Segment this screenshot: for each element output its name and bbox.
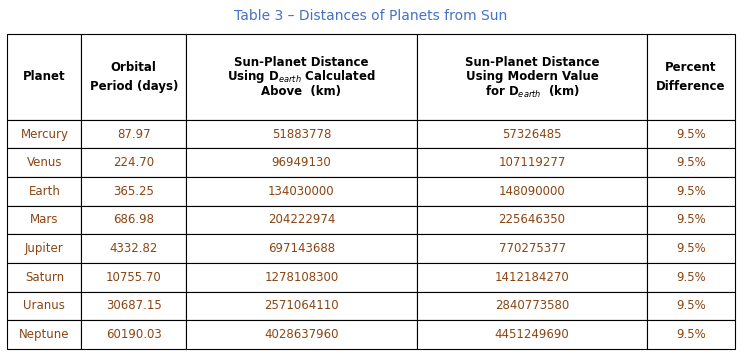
Bar xyxy=(417,34,648,120)
Text: 2571064110: 2571064110 xyxy=(264,299,338,313)
Text: 60190.03: 60190.03 xyxy=(106,328,162,341)
Bar xyxy=(7,234,82,263)
Text: 697143688: 697143688 xyxy=(268,242,335,255)
Bar xyxy=(82,120,186,148)
Bar xyxy=(648,34,735,120)
Bar xyxy=(82,263,186,292)
Bar xyxy=(186,206,417,234)
Bar xyxy=(648,148,735,177)
Bar xyxy=(417,263,648,292)
Bar xyxy=(417,320,648,349)
Text: 9.5%: 9.5% xyxy=(676,185,706,198)
Bar xyxy=(82,292,186,320)
Text: Using D$_{earth}$ Calculated: Using D$_{earth}$ Calculated xyxy=(227,68,375,85)
Text: 2840773580: 2840773580 xyxy=(495,299,569,313)
Bar xyxy=(186,120,417,148)
Text: 9.5%: 9.5% xyxy=(676,214,706,226)
Text: Mars: Mars xyxy=(30,214,59,226)
Text: Saturn: Saturn xyxy=(25,271,64,284)
Bar xyxy=(7,34,82,120)
Bar xyxy=(7,206,82,234)
Text: 134030000: 134030000 xyxy=(268,185,335,198)
Text: Earth: Earth xyxy=(28,185,60,198)
Bar xyxy=(417,234,648,263)
Text: Planet: Planet xyxy=(23,70,66,83)
Text: 4332.82: 4332.82 xyxy=(110,242,158,255)
Text: 1412184270: 1412184270 xyxy=(495,271,569,284)
Text: 4028637960: 4028637960 xyxy=(264,328,338,341)
Bar xyxy=(82,34,186,120)
Text: 9.5%: 9.5% xyxy=(676,127,706,141)
Text: Period (days): Period (days) xyxy=(90,80,178,93)
Bar xyxy=(417,177,648,206)
Text: 30687.15: 30687.15 xyxy=(106,299,162,313)
Bar xyxy=(82,148,186,177)
Text: 225646350: 225646350 xyxy=(499,214,565,226)
Text: 9.5%: 9.5% xyxy=(676,242,706,255)
Bar xyxy=(186,177,417,206)
Bar xyxy=(648,177,735,206)
Bar xyxy=(648,206,735,234)
Text: 4451249690: 4451249690 xyxy=(495,328,569,341)
Bar xyxy=(648,292,735,320)
Text: Neptune: Neptune xyxy=(19,328,70,341)
Text: Sun-Planet Distance: Sun-Planet Distance xyxy=(464,56,600,69)
Text: 204222974: 204222974 xyxy=(268,214,335,226)
Text: 87.97: 87.97 xyxy=(117,127,151,141)
Text: 96949130: 96949130 xyxy=(272,156,331,169)
Bar xyxy=(7,263,82,292)
Bar xyxy=(186,234,417,263)
Bar xyxy=(7,292,82,320)
Text: Table 3 – Distances of Planets from Sun: Table 3 – Distances of Planets from Sun xyxy=(234,9,508,23)
Text: 9.5%: 9.5% xyxy=(676,328,706,341)
Text: Difference: Difference xyxy=(656,80,726,93)
Bar xyxy=(186,320,417,349)
Bar xyxy=(7,120,82,148)
Text: 365.25: 365.25 xyxy=(114,185,154,198)
Bar xyxy=(82,206,186,234)
Bar xyxy=(648,320,735,349)
Text: Mercury: Mercury xyxy=(21,127,68,141)
Bar xyxy=(417,148,648,177)
Bar xyxy=(417,120,648,148)
Bar xyxy=(417,292,648,320)
Text: 1278108300: 1278108300 xyxy=(264,271,338,284)
Text: Sun-Planet Distance: Sun-Planet Distance xyxy=(234,56,369,69)
Text: 9.5%: 9.5% xyxy=(676,271,706,284)
Text: 686.98: 686.98 xyxy=(114,214,154,226)
Text: 51883778: 51883778 xyxy=(272,127,331,141)
Text: Using Modern Value: Using Modern Value xyxy=(466,70,599,83)
Text: 107119277: 107119277 xyxy=(499,156,566,169)
Text: Orbital: Orbital xyxy=(111,61,157,74)
Bar xyxy=(7,320,82,349)
Text: 10755.70: 10755.70 xyxy=(106,271,162,284)
Text: for D$_{earth}$  (km): for D$_{earth}$ (km) xyxy=(485,83,580,100)
Text: Uranus: Uranus xyxy=(24,299,65,313)
Bar xyxy=(648,263,735,292)
Text: 224.70: 224.70 xyxy=(113,156,154,169)
Bar xyxy=(648,234,735,263)
Bar xyxy=(186,148,417,177)
Bar xyxy=(186,292,417,320)
Text: Venus: Venus xyxy=(27,156,62,169)
Text: 148090000: 148090000 xyxy=(499,185,565,198)
Text: 9.5%: 9.5% xyxy=(676,299,706,313)
Bar xyxy=(186,263,417,292)
Text: Above  (km): Above (km) xyxy=(261,85,341,98)
Text: Percent: Percent xyxy=(666,61,717,74)
Text: 57326485: 57326485 xyxy=(502,127,562,141)
Bar xyxy=(82,177,186,206)
Bar xyxy=(82,234,186,263)
Bar xyxy=(648,120,735,148)
Bar xyxy=(82,320,186,349)
Text: Jupiter: Jupiter xyxy=(25,242,64,255)
Bar xyxy=(186,34,417,120)
Text: 9.5%: 9.5% xyxy=(676,156,706,169)
Text: 770275377: 770275377 xyxy=(499,242,565,255)
Bar xyxy=(7,177,82,206)
Bar xyxy=(417,206,648,234)
Bar xyxy=(7,148,82,177)
